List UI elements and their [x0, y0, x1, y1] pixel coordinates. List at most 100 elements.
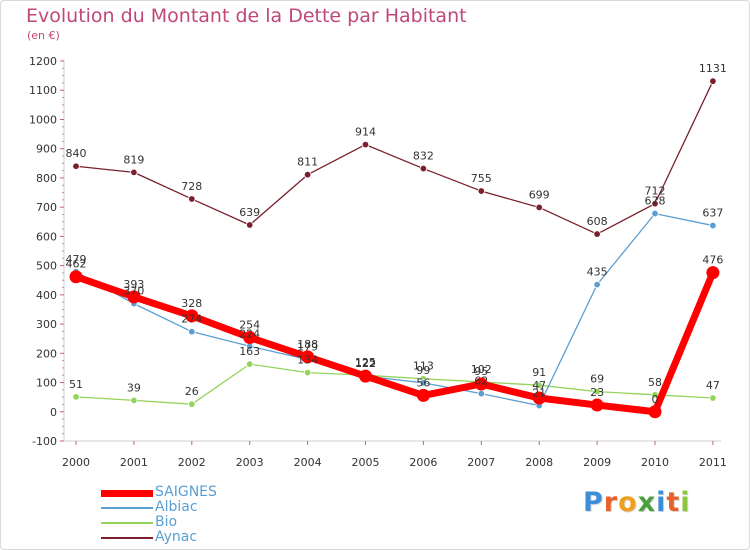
x-tick-label: 2008 — [525, 456, 553, 469]
data-point-aynac — [245, 221, 254, 229]
data-label-saignes: 462 — [66, 258, 87, 271]
data-point-saignes — [706, 266, 720, 280]
chart-title: Evolution du Montant de la Dette par Hab… — [26, 5, 467, 27]
x-tick-label: 2005 — [352, 456, 380, 469]
data-label-aynac: 728 — [181, 180, 202, 193]
data-label-aynac: 608 — [587, 215, 608, 228]
data-point-saignes — [416, 388, 430, 402]
logo-letter: t — [666, 487, 681, 518]
data-label-saignes: 254 — [239, 319, 260, 332]
data-point-albiac — [593, 280, 601, 289]
chart-subtitle: (en €) — [27, 29, 60, 42]
x-tick-label: 2007 — [467, 456, 495, 469]
data-label-bio: 39 — [127, 381, 141, 394]
data-label-albiac: 274 — [181, 313, 202, 326]
data-point-saignes — [301, 350, 315, 364]
data-label-bio: 69 — [590, 373, 604, 386]
x-tick-label: 2001 — [120, 456, 148, 469]
data-label-albiac: 62 — [474, 375, 488, 388]
logo-letter: o — [618, 487, 638, 518]
data-label-aynac: 811 — [297, 156, 318, 169]
data-point-bio — [709, 394, 717, 402]
data-label-albiac: 21 — [532, 387, 546, 400]
data-label-albiac: 179 — [297, 340, 318, 353]
data-label-saignes: 56 — [416, 376, 430, 389]
logo-letter: r — [603, 487, 619, 518]
y-tick-label: 600 — [36, 230, 57, 243]
y-tick-label: 500 — [36, 260, 57, 273]
data-point-saignes — [590, 398, 604, 412]
data-label-saignes: 188 — [297, 338, 318, 351]
y-tick-label: 800 — [36, 172, 57, 185]
y-tick-label: 1100 — [29, 84, 57, 97]
data-label-bio: 58 — [648, 376, 662, 389]
data-label-saignes: 95 — [474, 365, 488, 378]
y-tick-label: 700 — [36, 201, 57, 214]
data-label-bio: 125 — [355, 356, 376, 369]
logo-letter: i — [680, 487, 691, 518]
y-tick-label: 100 — [36, 377, 57, 390]
data-point-bio — [130, 396, 138, 405]
data-label-albiac: 224 — [239, 327, 260, 340]
data-point-aynac — [130, 168, 138, 177]
x-tick-label: 2011 — [699, 456, 727, 469]
y-tick-label: 300 — [36, 318, 57, 331]
x-tick-label: 2009 — [583, 456, 611, 469]
data-point-saignes — [69, 270, 83, 284]
data-point-aynac — [535, 203, 543, 212]
data-point-aynac — [593, 230, 601, 238]
data-point-bio — [535, 381, 543, 389]
legend-swatch — [101, 490, 153, 497]
data-label-saignes: 393 — [123, 278, 144, 291]
y-tick-label: -100 — [32, 435, 57, 448]
legend-swatch — [101, 522, 153, 524]
series-line-bio — [75, 363, 714, 405]
data-point-albiac — [477, 389, 485, 398]
data-label-saignes: 23 — [590, 386, 604, 399]
data-point-bio — [245, 360, 254, 368]
data-point-aynac — [188, 195, 196, 203]
data-point-aynac — [651, 199, 659, 208]
data-label-aynac: 755 — [471, 172, 492, 185]
data-label-bio: 47 — [706, 379, 720, 392]
data-point-saignes — [243, 331, 257, 345]
data-point-aynac — [709, 77, 717, 85]
data-point-saignes — [359, 369, 372, 383]
x-tick-label: 2010 — [641, 456, 669, 469]
data-point-bio — [593, 387, 601, 396]
data-label-saignes: 476 — [702, 254, 723, 267]
data-point-saignes — [532, 391, 546, 405]
data-label-aynac: 699 — [529, 188, 550, 201]
y-tick-label: 1000 — [29, 113, 57, 126]
data-label-bio: 102 — [471, 363, 492, 376]
data-label-aynac: 819 — [123, 153, 144, 166]
data-point-albiac — [709, 221, 717, 230]
data-point-aynac — [477, 187, 485, 195]
data-label-aynac: 1131 — [699, 62, 727, 75]
y-tick-label: 0 — [50, 406, 57, 419]
data-label-bio: 134 — [297, 354, 318, 367]
data-label-albiac: 479 — [66, 253, 87, 266]
y-tick-label: 900 — [36, 143, 57, 156]
data-label-aynac: 712 — [645, 185, 666, 198]
data-label-albiac: 678 — [645, 195, 666, 208]
data-point-saignes — [185, 309, 199, 323]
data-label-albiac: 637 — [702, 207, 723, 220]
data-point-bio — [72, 393, 80, 401]
series-line-aynac — [75, 80, 714, 235]
data-point-aynac — [419, 164, 428, 173]
y-tick-label: 1200 — [29, 55, 57, 68]
data-point-albiac — [188, 327, 196, 336]
legend-label: Bio — [155, 514, 178, 530]
proxiti-logo: Proxiti — [583, 487, 691, 518]
data-label-saignes: 328 — [181, 297, 202, 310]
data-label-albiac: 122 — [355, 357, 376, 370]
logo-letter: x — [637, 487, 657, 518]
data-point-aynac — [361, 140, 370, 149]
data-label-albiac: 99 — [416, 364, 430, 377]
data-label-bio: 51 — [69, 378, 83, 391]
logo-letter: P — [583, 487, 604, 518]
data-label-bio: 91 — [532, 366, 546, 379]
